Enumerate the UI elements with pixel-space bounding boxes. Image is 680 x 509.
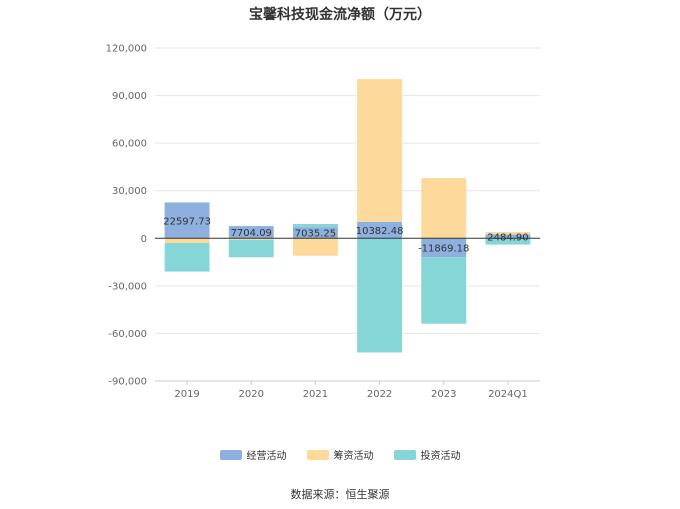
bar-1-2022[interactable] <box>357 79 403 222</box>
bar-0-2021[interactable] <box>292 227 338 239</box>
legend-label-operating: 经营活动 <box>246 451 287 462</box>
legend-swatch-operating <box>219 449 242 460</box>
data-label: 7704.09 <box>231 228 272 239</box>
bar-1-2019[interactable] <box>164 238 210 244</box>
bar-2-2020[interactable] <box>228 239 274 258</box>
bar-1-2020[interactable] <box>228 238 274 240</box>
legend-label-investing: 投资活动 <box>420 451 461 462</box>
x-tick-label: 2024Q1 <box>488 389 528 400</box>
data-label: 7035.25 <box>295 229 336 240</box>
data-label: -11869.18 <box>418 244 469 255</box>
x-tick-label: 2019 <box>174 389 199 400</box>
grid-layer <box>155 47 540 382</box>
bar-1-2021[interactable] <box>292 238 338 256</box>
axis-layer: 120,000 90,000 60,000 30,000 0 -30,000 -60,000… <box>106 44 540 400</box>
data-label: 2484.90 <box>487 232 528 243</box>
bar-1-2023[interactable] <box>421 178 467 239</box>
bar-0-2024Q1[interactable] <box>485 234 531 239</box>
legend-label-financing: 筹资活动 <box>333 451 374 462</box>
y-tick-label: 60,000 <box>112 139 147 150</box>
y-tick-label: 0 <box>141 234 147 245</box>
bar-2-2024Q1[interactable] <box>485 238 531 245</box>
legend-swatch-investing <box>393 449 416 460</box>
legend-item-financing[interactable]: 筹资活动 <box>306 447 374 462</box>
bar-0-2023[interactable] <box>421 238 467 258</box>
y-tick-label: 30,000 <box>112 186 147 197</box>
y-tick-label: 90,000 <box>112 91 147 102</box>
bar-2-2019[interactable] <box>164 243 210 272</box>
x-tick-label: 2020 <box>239 389 264 400</box>
legend-item-investing[interactable]: 投资活动 <box>393 447 461 462</box>
bar-2-2022[interactable] <box>357 238 403 353</box>
bar-1-2024Q1[interactable] <box>485 231 531 235</box>
y-tick-label: -60,000 <box>108 329 147 340</box>
chart-title: 宝馨科技现金流净额（万元） <box>249 7 431 23</box>
data-label: 22597.73 <box>163 216 211 227</box>
legend: 经营活动 筹资活动 投资活动 <box>0 447 680 462</box>
bar-0-2022[interactable] <box>357 221 403 239</box>
x-tick-label: 2023 <box>431 389 456 400</box>
x-tick-label: 2021 <box>303 389 328 400</box>
bar-2-2023[interactable] <box>421 257 467 324</box>
legend-item-operating[interactable]: 经营活动 <box>219 447 287 462</box>
y-tick-label: 120,000 <box>106 44 147 55</box>
labels-layer: 22597.73 7704.09 7035.25 10382.48 -11869.18 2… <box>163 216 528 254</box>
data-label: 10382.48 <box>356 226 404 237</box>
bar-0-2020[interactable] <box>228 226 274 239</box>
bar-0-2019[interactable] <box>164 202 210 239</box>
bars-layer <box>164 79 531 353</box>
y-tick-label: -30,000 <box>108 281 147 292</box>
cash-flow-chart: 120,000 90,000 60,000 30,000 0 -30,000 -60,000… <box>106 44 540 400</box>
legend-swatch-financing <box>306 449 329 460</box>
x-tick-label: 2022 <box>367 389 392 400</box>
y-tick-label: -90,000 <box>108 377 147 388</box>
data-source: 数据来源：恒生聚源 <box>290 488 390 501</box>
bar-2-2021[interactable] <box>292 223 338 228</box>
